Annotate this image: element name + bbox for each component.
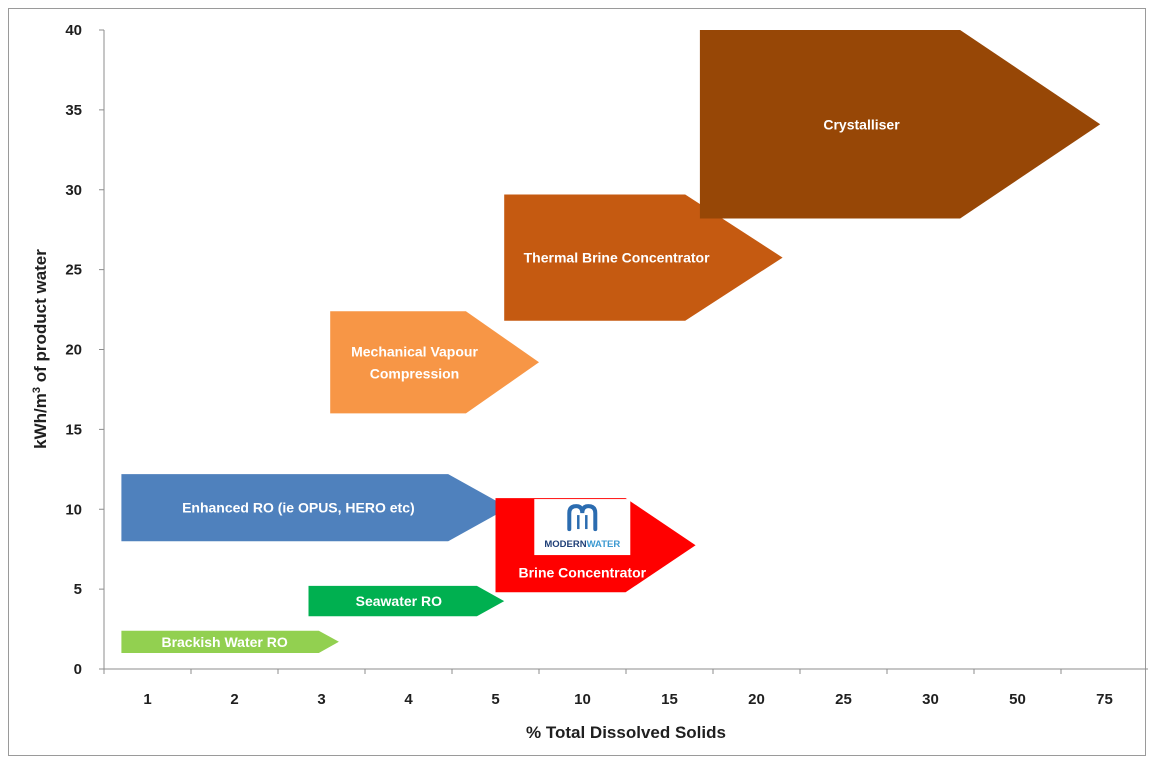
band-label-thermal-brine-concentrator: Thermal Brine Concentrator xyxy=(524,250,710,266)
x-tick-label: 30 xyxy=(922,691,939,708)
band-arrow-mechanical-vapour-compression xyxy=(330,311,539,414)
band-label-mechanical-vapour-compression-line-1: Mechanical Vapour xyxy=(351,343,478,359)
chart-frame xyxy=(8,8,1146,756)
band-thermal-brine-concentrator: Thermal Brine Concentrator xyxy=(504,194,783,321)
band-arrow-crystalliser xyxy=(699,30,1101,219)
x-tick-label: 25 xyxy=(835,691,852,708)
x-tick-layer: 1 2 3 4 5 10 15 20 25 30 50 75 xyxy=(103,669,1113,708)
x-axis-title: % Total Dissolved Solids xyxy=(526,723,726,742)
band-brine-concentrator: MODERNWATER Brine Concentrator xyxy=(495,498,696,593)
x-tick-label: 50 xyxy=(1009,691,1026,708)
y-tick-label: 10 xyxy=(65,501,82,518)
band-enhanced-ro-ie-opus-hero-etc: Enhanced RO (ie OPUS, HERO etc) xyxy=(121,474,509,542)
x-tick-label: 5 xyxy=(491,691,499,708)
y-tick-label: 0 xyxy=(74,661,82,678)
band-arrow-seawater-ro xyxy=(308,585,505,617)
band-seawater-ro: Seawater RO xyxy=(308,585,505,617)
band-crystalliser: Crystalliser xyxy=(699,30,1101,219)
y-axis-title: kWh/m3 of product water xyxy=(31,249,50,449)
x-tick-label: 2 xyxy=(230,691,238,708)
x-tick-label: 1 xyxy=(143,691,151,708)
band-brackish-water-ro: Brackish Water RO xyxy=(121,630,339,653)
band-arrow-brackish-water-ro xyxy=(121,630,339,653)
y-tick-label: 20 xyxy=(65,342,82,359)
band-mechanical-vapour-compression: Mechanical Vapour Compression xyxy=(330,311,539,414)
x-tick-label: 15 xyxy=(661,691,678,708)
band-label-brine-concentrator: Brine Concentrator xyxy=(519,564,647,580)
x-tick-label: 10 xyxy=(574,691,591,708)
band-label-brackish-water-ro: Brackish Water RO xyxy=(161,634,287,650)
y-tick-label: 35 xyxy=(65,102,82,119)
y-axis-title-main: kWh/m xyxy=(31,393,50,449)
band-arrow-enhanced-ro-ie-opus-hero-etc xyxy=(121,474,509,542)
y-tick-label: 40 xyxy=(65,22,82,39)
y-tick-label: 5 xyxy=(74,581,82,598)
x-tick-label: 75 xyxy=(1096,691,1113,708)
band-label-seawater-ro: Seawater RO xyxy=(356,593,442,609)
band-arrow-thermal-brine-concentrator xyxy=(504,194,783,321)
band-label-crystalliser: Crystalliser xyxy=(823,116,900,132)
y-axis-title-rest: of product water xyxy=(31,249,50,387)
y-tick-label: 30 xyxy=(65,182,82,199)
x-tick-label: 20 xyxy=(748,691,765,708)
y-axis-title-sup: 3 xyxy=(31,387,43,393)
y-tick-label: 15 xyxy=(65,421,82,438)
band-layer: Brackish Water RO Seawater RO Enhanced RO … xyxy=(121,30,1101,653)
band-label-enhanced-ro-ie-opus-hero-etc: Enhanced RO (ie OPUS, HERO etc) xyxy=(182,500,415,516)
x-tick-label: 3 xyxy=(317,691,325,708)
y-tick-layer: 0 5 10 15 20 25 30 35 40 xyxy=(65,22,104,678)
y-tick-label: 25 xyxy=(65,262,82,279)
x-tick-label: 4 xyxy=(404,691,413,708)
band-label-mechanical-vapour-compression-line-2: Compression xyxy=(370,365,459,381)
modernwater-logo-text: MODERNWATER xyxy=(544,539,620,550)
